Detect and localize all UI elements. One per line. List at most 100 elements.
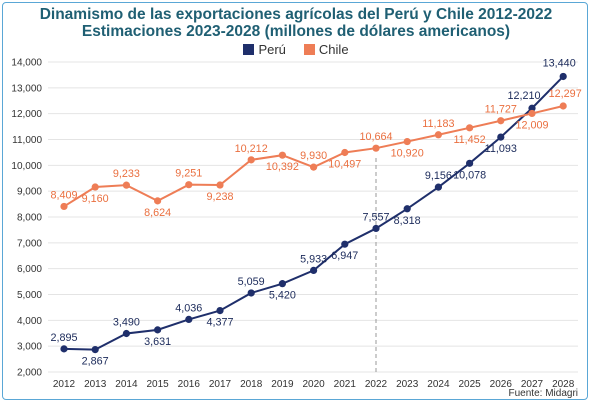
data-point-peru [528, 104, 536, 112]
data-label-peru: 5,933 [300, 253, 327, 265]
x-tick-label: 2028 [552, 379, 575, 390]
data-label-chile: 11,452 [453, 134, 485, 146]
data-point-peru [60, 345, 68, 353]
y-tick-label: 2,000 [17, 368, 42, 379]
data-label-peru: 10,078 [453, 169, 486, 181]
data-point-peru [154, 326, 162, 334]
legend-label-peru: Perú [258, 42, 286, 57]
data-label-peru: 3,631 [144, 336, 171, 348]
x-tick-label: 2022 [365, 379, 388, 390]
data-point-chile [497, 117, 505, 125]
data-point-peru [122, 329, 130, 338]
y-tick-label: 3,000 [17, 342, 42, 353]
x-tick-label: 2025 [458, 379, 481, 390]
source-note: Fuente: Midagri [508, 388, 578, 399]
y-tick-label: 5,000 [17, 290, 42, 301]
data-point-peru [310, 266, 318, 274]
data-label-peru: 6,947 [331, 250, 358, 262]
data-point-peru [497, 133, 505, 141]
chart-frame [2, 2, 588, 400]
data-point-chile [216, 181, 224, 189]
y-tick-label: 9,000 [17, 187, 42, 198]
data-point-peru [91, 346, 99, 354]
data-label-peru: 5,059 [238, 276, 265, 288]
data-label-chile: 9,160 [82, 193, 109, 205]
y-tick-label: 10,000 [11, 161, 42, 172]
legend-swatch-peru [243, 44, 255, 55]
data-label-peru: 8,318 [394, 215, 421, 227]
chart-title: Dinamismo de las exportaciones agrícolas… [39, 6, 553, 23]
x-tick-label: 2018 [240, 379, 263, 390]
series-line-peru [63, 75, 564, 351]
data-point-peru [403, 205, 411, 213]
data-point-peru [216, 306, 224, 315]
data-label-chile: 10,212 [235, 143, 268, 155]
data-label-chile: 12,009 [515, 119, 548, 131]
y-tick-label: 8,000 [17, 213, 42, 224]
data-label-chile: 9,233 [113, 168, 140, 180]
y-tick-label: 6,000 [17, 264, 42, 275]
data-label-peru: 5,420 [269, 290, 296, 302]
y-tick-label: 11,000 [12, 135, 42, 146]
data-point-peru [434, 183, 442, 191]
y-tick-label: 14,000 [11, 58, 42, 69]
data-point-chile [278, 151, 286, 159]
x-tick-label: 2021 [334, 379, 357, 390]
data-point-chile [466, 124, 474, 132]
data-label-peru: 4,036 [175, 302, 202, 314]
x-tick-label: 2017 [209, 379, 232, 390]
x-tick-label: 2016 [178, 379, 201, 390]
data-label-peru: 3,490 [113, 317, 140, 329]
data-label-chile: 9,251 [175, 168, 202, 180]
data-point-chile [528, 109, 536, 118]
data-point-chile [247, 156, 255, 164]
data-label-chile: 9,930 [300, 150, 327, 162]
data-point-chile [122, 181, 130, 189]
data-point-chile [60, 202, 68, 211]
legend-item-peru: Perú [243, 42, 286, 57]
data-label-peru: 11,093 [485, 143, 517, 155]
data-label-chile: 8,409 [50, 189, 77, 201]
data-point-chile [154, 197, 162, 205]
x-tick-label: 2023 [396, 379, 419, 390]
x-tick-label: 2013 [84, 379, 107, 390]
data-point-chile [372, 144, 380, 152]
x-tick-label: 2024 [427, 379, 450, 390]
x-tick-label: 2019 [271, 379, 294, 390]
data-label-peru: 7,557 [362, 211, 389, 223]
data-label-peru: 9,156 [425, 170, 452, 182]
y-tick-label: 4,000 [17, 316, 42, 327]
x-tick-label: 2027 [521, 379, 544, 390]
data-point-peru [559, 72, 567, 81]
data-label-chile: 11,727 [485, 104, 517, 116]
data-label-chile: 10,392 [266, 161, 299, 173]
data-point-peru [341, 240, 349, 248]
x-tick-label: 2014 [115, 379, 138, 390]
x-tick-label: 2012 [53, 379, 76, 390]
data-label-peru: 2,895 [50, 332, 77, 344]
data-point-chile [91, 183, 99, 191]
data-label-peru: 13,440 [543, 57, 576, 69]
y-tick-label: 12,000 [11, 109, 42, 120]
data-point-chile [434, 131, 442, 139]
data-label-chile: 10,497 [328, 158, 361, 170]
data-point-peru [185, 315, 193, 324]
data-label-chile: 11,183 [422, 118, 454, 130]
x-tick-label: 2026 [490, 379, 513, 390]
data-point-chile [341, 148, 349, 157]
data-point-chile [403, 137, 411, 146]
data-point-peru [278, 280, 286, 288]
legend-swatch-chile [303, 44, 315, 55]
data-label-chile: 8,624 [144, 207, 171, 219]
data-label-chile: 12,297 [549, 88, 582, 100]
data-label-chile: 10,920 [391, 148, 424, 160]
data-point-chile [310, 163, 318, 171]
data-label-peru: 4,377 [206, 317, 233, 329]
data-label-chile: 10,664 [359, 131, 392, 143]
chart-title-block: Dinamismo de las exportaciones agrícolas… [0, 6, 592, 40]
y-tick-label: 7,000 [17, 238, 42, 249]
y-tick-label: 13,000 [11, 83, 42, 94]
data-point-peru [372, 224, 380, 233]
chart-subtitle: Estimaciones 2023-2028 (millones de dóla… [81, 23, 511, 40]
